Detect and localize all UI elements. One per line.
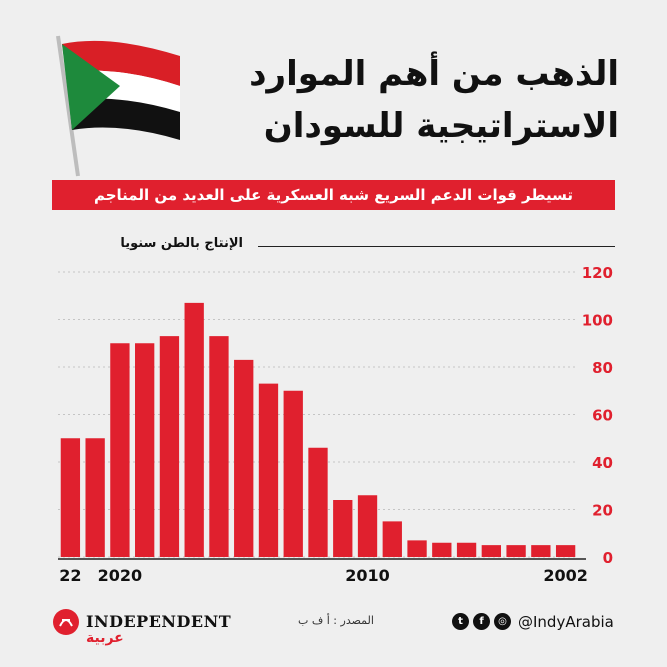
bar xyxy=(432,542,452,557)
y-tick-label: 0 xyxy=(603,549,613,567)
twitter-icon[interactable]: t xyxy=(452,613,469,630)
bar xyxy=(258,383,279,557)
bar xyxy=(382,521,402,557)
bar xyxy=(60,438,81,557)
bar xyxy=(333,500,353,557)
y-tick-label: 120 xyxy=(582,264,613,282)
logo-subtext: عربية xyxy=(86,630,124,646)
bar xyxy=(555,545,576,557)
facebook-icon[interactable]: f xyxy=(473,613,490,630)
bar xyxy=(234,359,254,557)
y-tick-label: 60 xyxy=(592,407,613,425)
x-tick-label: 2020 xyxy=(98,566,143,585)
x-tick-label: 22 xyxy=(59,566,81,585)
y-axis-label: الإنتاج بالطن سنويا xyxy=(120,236,243,251)
bar xyxy=(209,336,229,557)
bar xyxy=(85,438,105,557)
social-handle[interactable]: @IndyArabia xyxy=(518,613,614,631)
y-tick-label: 100 xyxy=(582,312,613,330)
bar xyxy=(357,495,378,557)
x-tick-label: 2010 xyxy=(345,566,390,585)
independent-logo-icon xyxy=(53,609,79,635)
bar xyxy=(159,336,180,557)
y-tick-label: 20 xyxy=(592,502,613,520)
source-note: المصدر : أ ف ب xyxy=(298,614,374,627)
bar xyxy=(135,343,155,557)
bar xyxy=(110,343,130,557)
subtitle-banner: تسيطر قوات الدعم السريع شبه العسكرية على… xyxy=(52,180,615,210)
bar xyxy=(531,545,551,557)
bar xyxy=(283,390,303,557)
social-icons: t f ◎ xyxy=(452,613,511,630)
bar-chart: 0 20 40 60 80 100 120 22 2020 2010 2002 xyxy=(58,264,613,585)
y-tick-label: 40 xyxy=(592,454,613,472)
y-tick-label: 80 xyxy=(592,359,613,377)
bar xyxy=(481,545,501,557)
x-tick-label: 2002 xyxy=(543,566,588,585)
bar xyxy=(456,542,477,557)
instagram-icon[interactable]: ◎ xyxy=(494,613,511,630)
bar xyxy=(184,302,204,557)
bar xyxy=(308,447,328,557)
logo-text: INDEPENDENT xyxy=(86,612,232,631)
page-title: الذهب من أهم الموارد الاستراتيجية للسودا… xyxy=(249,54,619,146)
header-rule xyxy=(258,246,615,247)
bar xyxy=(407,540,427,557)
bar xyxy=(506,545,526,557)
sudan-flag-icon xyxy=(56,35,180,177)
